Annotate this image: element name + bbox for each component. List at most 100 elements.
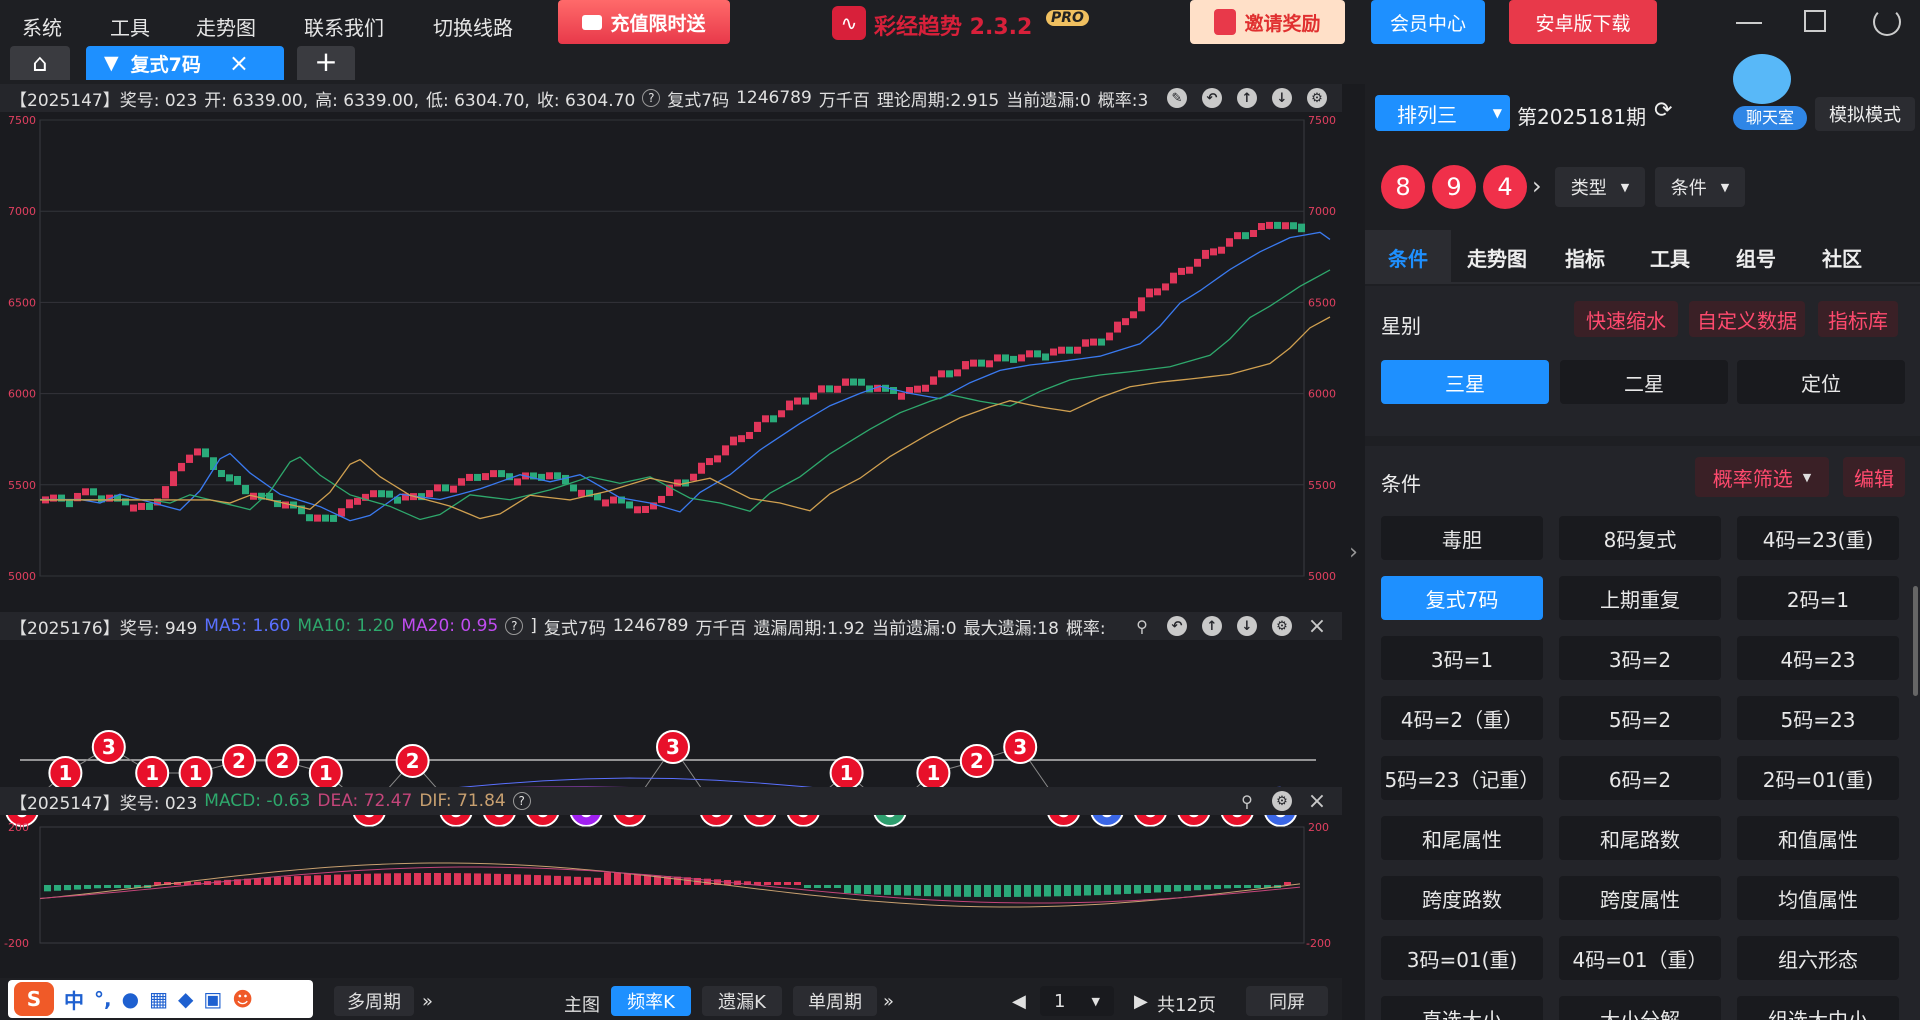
pin-icon[interactable]: ⚲ xyxy=(1136,616,1148,636)
member-center-button[interactable]: 会员中心 xyxy=(1371,0,1485,44)
page-select[interactable]: 1 ▼ xyxy=(1040,986,1114,1016)
condition-button[interactable]: 跨度路数 xyxy=(1381,876,1543,920)
condition-button[interactable]: 毒胆 xyxy=(1381,516,1543,560)
condition-button[interactable]: 4码=23(重) xyxy=(1737,516,1899,560)
help-icon[interactable]: ? xyxy=(642,89,661,107)
main-kline-chart[interactable]: 7500 7500 7000 7000 6500 6500 6000 6000 5500 5500… xyxy=(0,112,1342,592)
tab-trend[interactable]: 走势图 xyxy=(1467,246,1527,271)
condition-button[interactable]: 5码=23（记重） xyxy=(1381,756,1543,800)
chevron-right-icon[interactable]: › xyxy=(1532,172,1542,200)
menu-switch-line[interactable]: 切换线路 xyxy=(433,16,513,40)
pin-icon[interactable]: ⚲ xyxy=(1241,791,1253,811)
android-download-button[interactable]: 安卓版下载 xyxy=(1509,0,1657,44)
scrollbar[interactable] xyxy=(1913,586,1918,696)
restore-icon[interactable] xyxy=(1804,10,1826,32)
double-chevron-icon[interactable]: » xyxy=(422,991,434,1012)
ime-toolbar[interactable]: S 中 °, ● ▦ ◆ ▣ ☻ xyxy=(8,980,313,1018)
lottery-select[interactable]: 排列三 ▼ xyxy=(1375,95,1510,131)
type-dropdown[interactable]: 类型 ▼ xyxy=(1555,167,1645,207)
condition-button[interactable]: 4码=23 xyxy=(1737,636,1899,680)
ime-punct[interactable]: °, xyxy=(94,987,112,1011)
condition-button[interactable]: 3码=01(重) xyxy=(1381,936,1543,980)
settings-icon[interactable]: ⚙ xyxy=(1272,616,1292,636)
tab-condition[interactable]: 条件 xyxy=(1365,230,1451,284)
menu-tools[interactable]: 工具 xyxy=(110,16,150,40)
minimize-icon[interactable] xyxy=(1736,22,1762,24)
edit-button[interactable]: 编辑 xyxy=(1843,457,1905,497)
condition-button[interactable]: 组选大中小 xyxy=(1737,996,1899,1020)
star-two-button[interactable]: 二星 xyxy=(1560,360,1728,404)
next-page-icon[interactable]: ▶ xyxy=(1134,991,1148,1012)
condition-button[interactable]: 8码复式 xyxy=(1559,516,1721,560)
help-icon[interactable]: ? xyxy=(512,792,531,810)
condition-button[interactable]: 3码=1 xyxy=(1381,636,1543,680)
condition-button[interactable]: 复式7码 xyxy=(1381,576,1543,620)
prob-filter-dropdown[interactable]: 概率筛选 ▼ xyxy=(1695,457,1829,497)
double-chevron-icon[interactable]: » xyxy=(883,991,895,1012)
condition-button[interactable]: 5码=2 xyxy=(1559,696,1721,740)
invite-button[interactable]: 邀请奖励 xyxy=(1190,0,1345,44)
skin-icon[interactable]: ◆ xyxy=(177,987,194,1011)
position-button[interactable]: 定位 xyxy=(1737,360,1905,404)
arrow-down-icon[interactable]: ↓ xyxy=(1272,88,1292,108)
home-tab[interactable]: ⌂ xyxy=(10,46,70,80)
close-icon[interactable]: × xyxy=(1307,613,1327,639)
undo-icon[interactable]: ↶ xyxy=(1202,88,1222,108)
condition-button[interactable]: 上期重复 xyxy=(1559,576,1721,620)
condition-button[interactable]: 4码=01（重） xyxy=(1559,936,1721,980)
mascot-icon[interactable]: ☻ xyxy=(232,987,254,1011)
apps-icon[interactable]: ▣ xyxy=(203,987,223,1011)
condition-button[interactable]: 4码=2（重） xyxy=(1381,696,1543,740)
collapse-arrow-icon[interactable]: › xyxy=(1342,84,1365,1020)
mic-icon[interactable]: ● xyxy=(121,987,140,1011)
condition-button[interactable]: 直选大小 xyxy=(1381,996,1543,1020)
prev-page-icon[interactable]: ◀ xyxy=(1012,991,1026,1012)
close-icon[interactable]: × xyxy=(228,49,249,77)
settings-icon[interactable]: ⚙ xyxy=(1272,791,1292,811)
keyboard-icon[interactable]: ▦ xyxy=(149,987,168,1011)
tab-group[interactable]: 组号 xyxy=(1736,246,1776,271)
miss-k-button[interactable]: 遗漏K xyxy=(702,986,782,1016)
recharge-button[interactable]: 充值限时送 xyxy=(558,0,730,44)
ime-chinese[interactable]: 中 xyxy=(64,988,84,1013)
condition-dropdown[interactable]: 条件 ▼ xyxy=(1655,167,1745,207)
star-three-button[interactable]: 三星 xyxy=(1381,360,1549,404)
power-icon[interactable] xyxy=(1873,8,1901,36)
tab-tools[interactable]: 工具 xyxy=(1650,246,1690,271)
custom-data-button[interactable]: 自定义数据 xyxy=(1689,301,1805,337)
condition-button[interactable]: 和值属性 xyxy=(1737,816,1899,860)
tab-fushi7[interactable]: ▼ 复式7码 × xyxy=(86,46,284,80)
sim-mode-button[interactable]: 模拟模式 xyxy=(1815,97,1915,131)
macd-chart[interactable]: 200 200 -200 -200 xyxy=(0,815,1342,978)
tab-indicator[interactable]: 指标 xyxy=(1565,246,1605,271)
condition-button[interactable]: 均值属性 xyxy=(1737,876,1899,920)
menu-system[interactable]: 系统 xyxy=(22,16,62,40)
undo-icon[interactable]: ↶ xyxy=(1167,616,1187,636)
condition-button[interactable]: 大小分解 xyxy=(1559,996,1721,1020)
arrow-down-icon[interactable]: ↓ xyxy=(1237,616,1257,636)
condition-button[interactable]: 组六形态 xyxy=(1737,936,1899,980)
multi-period-button[interactable]: 多周期 xyxy=(334,986,414,1016)
condition-button[interactable]: 和尾路数 xyxy=(1559,816,1721,860)
add-tab-button[interactable]: + xyxy=(297,46,355,80)
condition-button[interactable]: 5码=23 xyxy=(1737,696,1899,740)
settings-icon[interactable]: ⚙ xyxy=(1307,88,1327,108)
tab-community[interactable]: 社区 xyxy=(1822,246,1862,271)
close-icon[interactable]: × xyxy=(1307,788,1327,814)
quick-shrink-button[interactable]: 快速缩水 xyxy=(1574,301,1678,337)
condition-button[interactable]: 和尾属性 xyxy=(1381,816,1543,860)
help-icon[interactable]: ? xyxy=(505,617,524,635)
condition-button[interactable]: 跨度属性 xyxy=(1559,876,1721,920)
condition-button[interactable]: 2码=01(重) xyxy=(1737,756,1899,800)
indicator-lib-button[interactable]: 指标库 xyxy=(1818,301,1898,337)
refresh-icon[interactable]: ⟳ xyxy=(1654,98,1673,123)
chat-bubble-icon[interactable] xyxy=(1733,54,1791,104)
arrow-up-icon[interactable]: ↑ xyxy=(1202,616,1222,636)
condition-button[interactable]: 6码=2 xyxy=(1559,756,1721,800)
single-period-button[interactable]: 单周期 xyxy=(793,986,877,1016)
same-screen-button[interactable]: 同屏 xyxy=(1246,986,1328,1016)
menu-trend[interactable]: 走势图 xyxy=(196,16,256,40)
freq-k-button[interactable]: 频率K xyxy=(611,986,691,1016)
edit-icon[interactable]: ✎ xyxy=(1167,88,1187,108)
menu-contact[interactable]: 联系我们 xyxy=(304,16,384,40)
